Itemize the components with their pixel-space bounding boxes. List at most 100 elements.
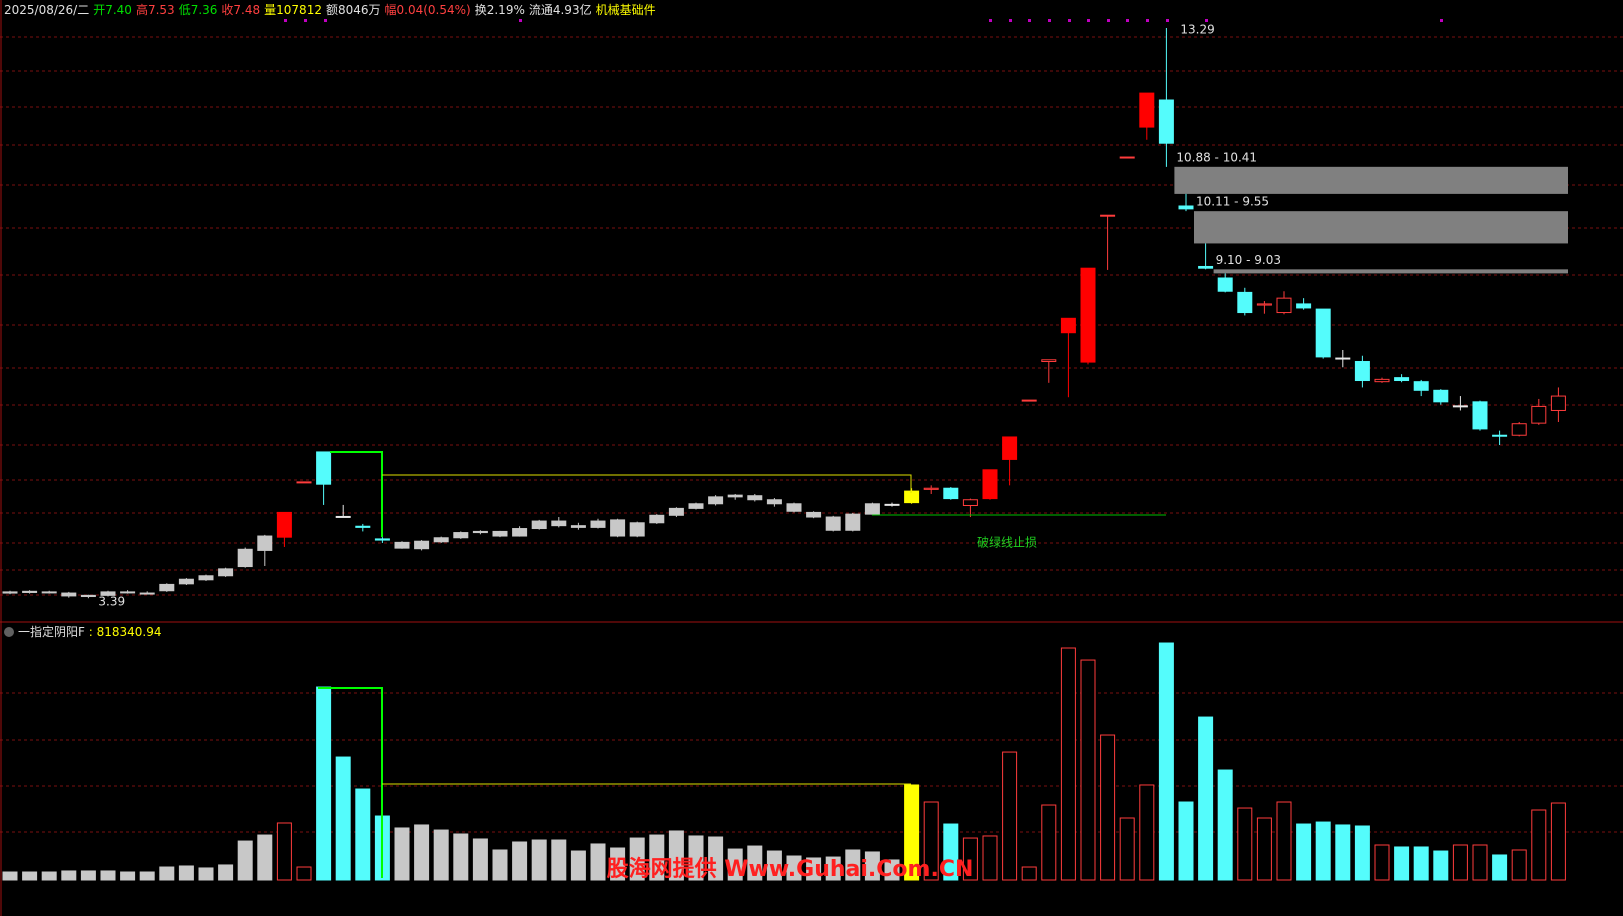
dot — [324, 19, 327, 22]
candle-body — [2, 591, 18, 594]
candle-body — [904, 490, 920, 504]
candle-body — [472, 530, 488, 534]
candle-body — [943, 487, 959, 500]
separator: : — [85, 625, 97, 639]
volume-bar — [551, 839, 567, 881]
volume-bar — [453, 833, 469, 881]
volume-bar — [1452, 844, 1468, 881]
volume-bar — [688, 835, 704, 881]
indicator-title: 一指定阴阳F : 818340.94 — [18, 624, 161, 639]
candle-body — [766, 499, 782, 505]
candle-body — [100, 591, 116, 596]
volume-bar — [100, 870, 116, 881]
volume-bar — [335, 756, 351, 881]
candle-body — [276, 511, 292, 538]
dot — [1009, 19, 1012, 22]
header-item: 高7.53 — [136, 2, 175, 17]
candle-body — [198, 575, 214, 581]
gap-label: 9.10 - 9.03 — [1216, 253, 1281, 267]
header-item: 额8046万 — [326, 3, 381, 17]
candle-body — [747, 495, 763, 501]
candle-body — [1080, 267, 1096, 363]
dot — [519, 19, 522, 22]
volume-bar — [904, 784, 920, 881]
volume-bar — [41, 871, 57, 881]
volume-bar — [1296, 823, 1312, 881]
volume-bar — [962, 837, 978, 881]
candle-body — [512, 528, 528, 537]
volume-bar — [1354, 825, 1370, 881]
gap-zone — [1213, 269, 1568, 274]
candle-body — [1374, 378, 1390, 383]
candle-body — [1100, 214, 1116, 217]
gap-zone — [1174, 166, 1568, 194]
candle-body — [492, 530, 508, 537]
candle-body — [1550, 395, 1566, 411]
candle-body — [237, 548, 253, 568]
candle-body — [923, 487, 939, 490]
volume-bar — [884, 859, 900, 881]
volume-bar — [1021, 866, 1037, 881]
volume-bar — [923, 801, 939, 881]
candle-body — [1511, 423, 1527, 436]
candle-body — [629, 522, 645, 537]
candle-body — [590, 520, 606, 528]
candle-body — [1158, 99, 1174, 144]
indicator-name: 一指定阴阳F — [18, 624, 85, 639]
volume-bar — [394, 827, 410, 881]
dot — [1440, 19, 1443, 22]
volume-bar — [1256, 817, 1272, 881]
volume-bar — [1394, 846, 1410, 881]
candle-body — [884, 503, 900, 506]
candle-body — [727, 494, 743, 498]
volume-bar — [198, 867, 214, 881]
volume-bar — [1002, 751, 1018, 881]
level-line — [382, 474, 912, 493]
candle-body — [1256, 303, 1272, 306]
candle-body — [1002, 436, 1018, 460]
candle-body — [825, 516, 841, 531]
candle-body — [61, 592, 77, 597]
candle-body — [1315, 308, 1331, 358]
candle-body — [1276, 297, 1292, 314]
dot — [989, 19, 992, 22]
volume-bar — [1276, 801, 1292, 881]
header-item: 低7.36 — [179, 3, 218, 17]
volume-bar — [1374, 844, 1390, 881]
volume-bar — [1335, 824, 1351, 881]
volume-bar — [943, 823, 959, 881]
volume-bar — [296, 866, 312, 881]
volume-bar — [1198, 716, 1214, 881]
header-item: 机械基础件 — [596, 2, 656, 17]
candle-body — [551, 520, 567, 527]
volume-bar — [590, 843, 606, 881]
dot — [304, 19, 307, 22]
candle-body — [1296, 303, 1312, 309]
candle-body — [414, 540, 430, 550]
candle-body — [1119, 156, 1135, 159]
dot — [1048, 19, 1051, 22]
candle-body — [1217, 277, 1233, 292]
volume-bar — [1550, 802, 1566, 881]
dot — [1028, 19, 1031, 22]
collapse-icon[interactable] — [4, 627, 14, 637]
volume-bar — [649, 834, 665, 881]
candle-body — [41, 591, 57, 594]
date: 2025/08/26/二 — [4, 3, 89, 17]
volume-bar — [629, 837, 645, 881]
volume-bar — [120, 871, 136, 881]
gap-zone — [1194, 211, 1568, 244]
volume-bar — [1100, 734, 1116, 881]
volume-bar — [531, 839, 547, 881]
candle-body — [982, 469, 998, 500]
volume-bar — [139, 871, 155, 881]
volume-bar — [1158, 642, 1174, 881]
candle-body — [845, 513, 861, 531]
volume-bar — [1472, 844, 1488, 881]
volume-bar — [80, 870, 96, 881]
candle-body — [1237, 291, 1253, 314]
volume-bar — [178, 865, 194, 881]
volume-bar — [492, 849, 508, 881]
candle-body — [1198, 265, 1214, 269]
volume-bar — [1433, 850, 1449, 881]
